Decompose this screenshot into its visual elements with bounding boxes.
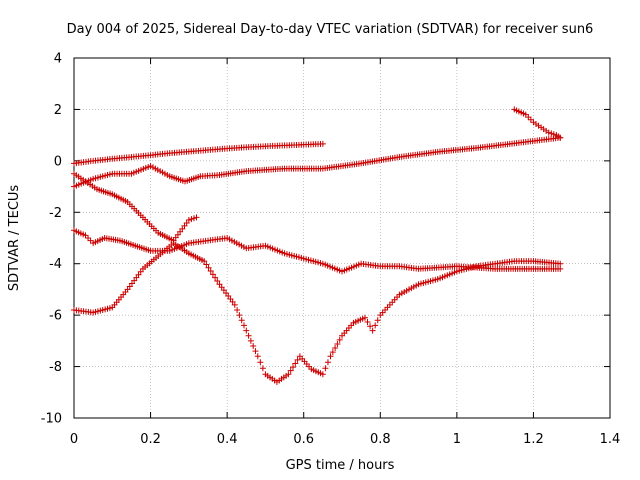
data-point: [254, 353, 261, 360]
y-tick-label: 0: [54, 154, 62, 169]
y-axis-label: SDTVAR / TECUs: [7, 185, 22, 292]
series-track-f: [511, 106, 564, 141]
axes: 0 0.2 0.4 0.6 0.8 1 1.2 1.4 -10 -8 -6 -4 -2 0 2 4: [41, 52, 621, 448]
series-track-a: [71, 140, 326, 167]
data-point: [332, 345, 339, 352]
data-point: [193, 214, 200, 221]
data-point: [212, 274, 219, 281]
data-point: [319, 140, 326, 147]
data-point: [87, 237, 94, 244]
data-point: [319, 371, 326, 378]
data-point: [240, 322, 247, 329]
data-point: [236, 312, 243, 319]
data-point: [525, 114, 532, 121]
data-point: [185, 217, 192, 223]
data-point: [203, 261, 210, 268]
data-point: [557, 260, 564, 267]
y-tick-label: 4: [54, 52, 62, 67]
data-point: [557, 134, 564, 141]
data-point: [287, 367, 294, 374]
data-point: [324, 359, 331, 366]
grid: [74, 58, 610, 418]
data-point: [289, 364, 296, 371]
data-point: [329, 349, 336, 356]
data-point: [550, 131, 557, 138]
x-tick-label: 1: [453, 432, 461, 447]
data-point: [209, 271, 216, 278]
data-point: [205, 264, 212, 271]
series-track-e: [71, 240, 564, 385]
series-track-b: [71, 134, 564, 190]
x-tick-label: 0: [70, 432, 78, 447]
y-tick-label: -8: [49, 360, 62, 375]
x-tick-label: 0.4: [217, 432, 238, 447]
data-point: [207, 268, 214, 275]
y-tick-label: -10: [41, 412, 62, 427]
data-point: [334, 340, 341, 347]
data-point: [294, 356, 301, 363]
data-point: [82, 232, 89, 239]
chart-title: Day 004 of 2025, Sidereal Day-to-day VTE…: [67, 22, 594, 37]
x-tick-label: 0.8: [370, 432, 391, 447]
data-point: [548, 130, 555, 137]
data-point: [188, 216, 195, 223]
y-tick-label: -4: [49, 257, 62, 272]
plot-area: [73, 57, 611, 419]
data-point: [259, 365, 266, 372]
y-tick-label: 2: [54, 103, 62, 118]
data-point: [364, 319, 371, 325]
data-point: [322, 365, 329, 372]
data-point: [292, 360, 299, 367]
x-tick-label: 1.2: [523, 432, 544, 447]
data-point: [557, 265, 564, 272]
data-point: [336, 336, 343, 343]
x-axis-label: GPS time / hours: [286, 458, 395, 473]
data-point: [190, 215, 197, 222]
y-tick-label: -6: [49, 309, 62, 324]
data-markers: [71, 106, 564, 385]
data-point: [214, 277, 221, 284]
data-point: [367, 323, 374, 330]
data-point: [245, 332, 252, 339]
data-point: [231, 301, 238, 308]
data-point: [257, 359, 264, 366]
data-point: [250, 343, 257, 349]
data-point: [527, 116, 534, 123]
data-point: [372, 322, 379, 329]
data-point: [545, 129, 552, 136]
data-point: [285, 371, 292, 378]
data-point: [361, 314, 368, 321]
data-point: [252, 348, 259, 355]
x-tick-label: 0.6: [293, 432, 314, 447]
series-track-c: [71, 170, 200, 244]
data-point: [234, 307, 241, 313]
x-tick-label: 1.4: [600, 432, 621, 447]
x-tick-label: 0.2: [140, 432, 161, 447]
data-point: [374, 317, 381, 324]
data-point: [522, 111, 529, 118]
y-tick-label: -2: [49, 206, 62, 221]
series-track-d: [71, 227, 564, 275]
data-point: [238, 317, 245, 324]
data-point: [327, 353, 334, 360]
data-point: [243, 327, 250, 334]
data-point: [201, 258, 208, 265]
data-point: [369, 327, 376, 334]
data-point: [85, 235, 92, 241]
data-point: [247, 337, 254, 344]
